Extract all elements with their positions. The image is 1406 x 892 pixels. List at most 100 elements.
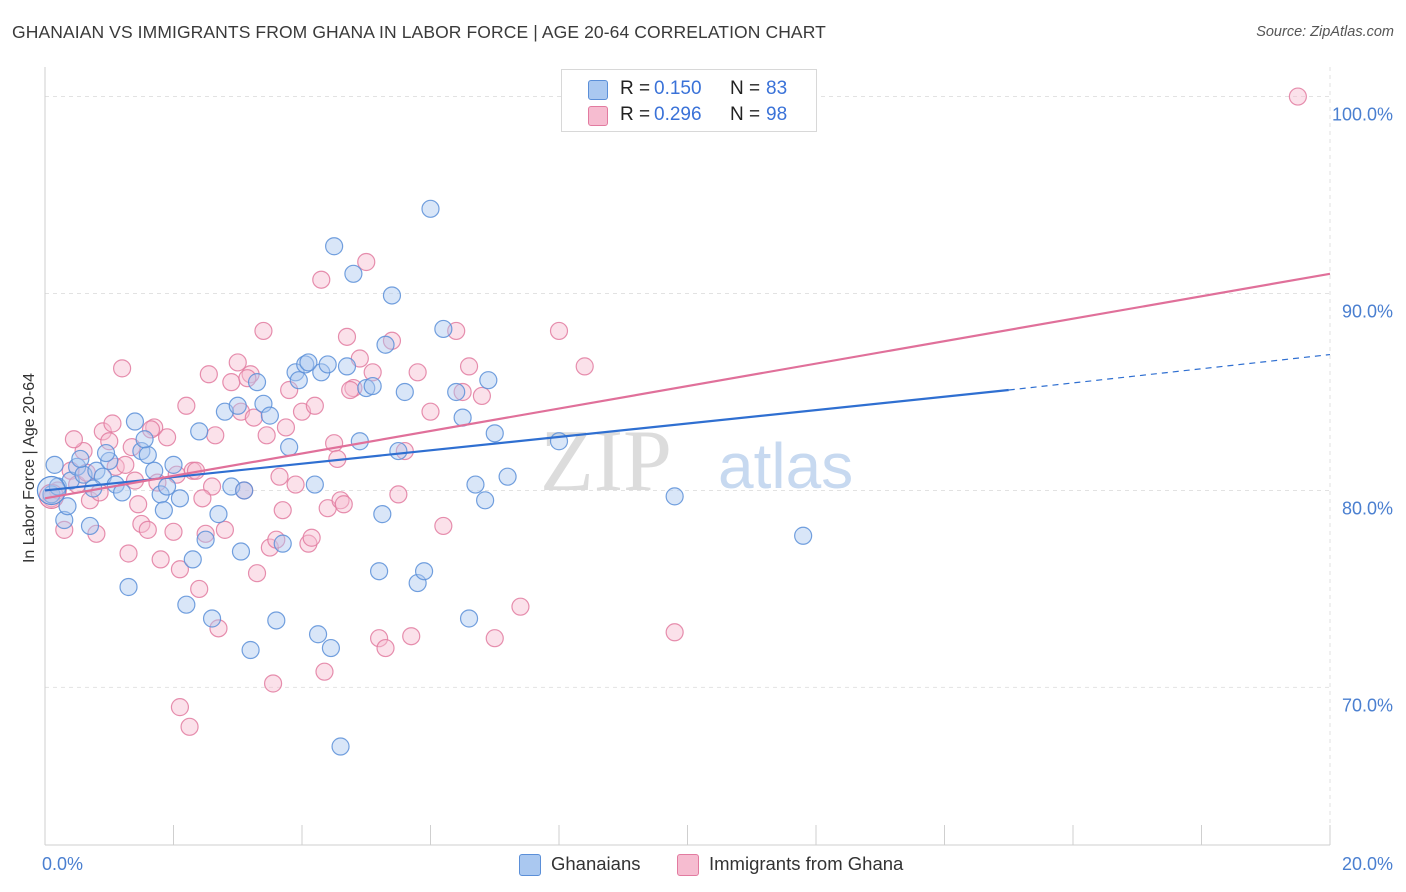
legend-r-label: R = xyxy=(620,104,651,125)
chart-title: GHANAIAN VS IMMIGRANTS FROM GHANA IN LAB… xyxy=(12,22,826,42)
point-ghanaians xyxy=(190,422,209,441)
axes xyxy=(44,67,1331,846)
point-ghanaians xyxy=(196,530,215,549)
point-immigrants xyxy=(341,380,360,400)
legend-n-value: 98 xyxy=(766,104,788,125)
y-tick-labels: 70.0% 80.0% 90.0% 100.0% xyxy=(1332,105,1393,716)
watermark-zip: ZIP xyxy=(540,413,672,510)
point-ghanaians xyxy=(235,481,254,500)
point-immigrants xyxy=(344,378,363,398)
point-immigrants xyxy=(215,520,234,539)
series-immigrants-points xyxy=(38,87,1307,736)
point-ghanaians xyxy=(408,573,427,593)
point-ghanaians xyxy=(325,237,344,256)
point-immigrants xyxy=(357,252,376,272)
point-ghanaians xyxy=(125,412,145,431)
point-immigrants xyxy=(196,524,215,543)
point-immigrants xyxy=(302,528,321,547)
point-immigrants xyxy=(273,501,292,520)
point-immigrants xyxy=(177,396,196,415)
legend-n-label: N = xyxy=(730,104,761,125)
point-ghanaians xyxy=(421,199,440,218)
point-immigrants xyxy=(164,522,183,541)
point-ghanaians xyxy=(58,497,77,516)
point-ghanaians xyxy=(247,373,267,392)
point-immigrants xyxy=(206,426,225,445)
point-ghanaians xyxy=(357,378,376,398)
trend-immigrants xyxy=(44,272,1331,500)
point-immigrants xyxy=(312,270,331,289)
point-ghanaians xyxy=(231,542,251,561)
trend-lines xyxy=(44,272,1331,500)
watermark-atlas: atlas xyxy=(718,430,853,502)
point-ghanaians xyxy=(344,264,363,283)
series-ghanaians-points xyxy=(36,199,813,756)
point-ghanaians xyxy=(414,562,434,581)
point-immigrants xyxy=(157,428,177,447)
trend-ghanaians-extension xyxy=(1008,353,1331,391)
point-immigrants xyxy=(151,550,170,569)
point-ghanaians xyxy=(321,638,341,658)
point-ghanaians xyxy=(254,394,273,413)
point-immigrants xyxy=(453,382,472,402)
point-immigrants xyxy=(402,627,421,646)
gridlines xyxy=(45,67,1331,845)
legend-swatch-pink xyxy=(588,106,608,126)
point-ghanaians xyxy=(296,355,315,374)
point-immigrants xyxy=(511,597,530,616)
point-ghanaians xyxy=(665,487,684,506)
point-immigrants xyxy=(257,426,276,445)
point-immigrants xyxy=(145,418,164,437)
point-immigrants xyxy=(459,357,479,376)
point-immigrants xyxy=(421,402,440,421)
point-immigrants xyxy=(363,363,382,382)
point-immigrants xyxy=(55,520,74,539)
point-ghanaians xyxy=(135,430,154,449)
legend-n-label: N = xyxy=(730,78,761,99)
legend-row-ghanaians: R = 0.150 N = 83 xyxy=(562,76,816,102)
point-immigrants xyxy=(263,674,283,693)
point-immigrants xyxy=(305,396,324,415)
legend-swatch-blue xyxy=(519,854,541,876)
point-immigrants xyxy=(334,495,353,514)
point-immigrants xyxy=(247,564,267,583)
point-ghanaians xyxy=(447,382,466,402)
point-immigrants xyxy=(138,520,157,539)
point-ghanaians xyxy=(138,445,157,465)
point-ghanaians xyxy=(154,501,173,520)
point-immigrants xyxy=(276,418,296,437)
point-immigrants xyxy=(315,662,334,681)
y-tick-label: 90.0% xyxy=(1342,302,1393,322)
point-immigrants xyxy=(103,414,122,433)
point-ghanaians xyxy=(241,640,260,660)
point-immigrants xyxy=(1288,87,1307,106)
y-tick-label: 100.0% xyxy=(1332,105,1393,125)
x-tick-labels: 0.0% 20.0% xyxy=(42,854,1393,874)
point-immigrants xyxy=(408,363,427,382)
point-immigrants xyxy=(337,327,357,346)
point-ghanaians xyxy=(305,475,324,494)
point-ghanaians xyxy=(376,335,395,354)
point-ghanaians xyxy=(337,357,357,376)
trend-ghanaians xyxy=(44,388,1009,492)
point-ghanaians xyxy=(485,424,504,443)
point-immigrants xyxy=(228,353,247,372)
point-ghanaians xyxy=(459,609,479,628)
point-immigrants xyxy=(112,359,132,378)
point-ghanaians xyxy=(389,441,408,461)
point-ghanaians xyxy=(267,611,286,630)
point-immigrants xyxy=(190,579,209,599)
point-ghanaians xyxy=(80,516,100,536)
point-immigrants xyxy=(238,369,257,388)
legend-label: Ghanaians xyxy=(551,853,641,874)
point-ghanaians xyxy=(476,491,495,510)
legend-swatch-pink xyxy=(677,854,699,876)
point-ghanaians xyxy=(299,353,318,372)
y-tick-label: 80.0% xyxy=(1342,498,1393,518)
point-ghanaians xyxy=(164,455,183,474)
legend-label: Immigrants from Ghana xyxy=(709,853,904,874)
x-tick-label: 20.0% xyxy=(1342,854,1393,874)
correlation-legend: R = 0.150 N = 83 R = 0.296 N = 98 xyxy=(561,69,817,132)
point-ghanaians xyxy=(318,355,337,374)
point-ghanaians xyxy=(273,534,292,553)
